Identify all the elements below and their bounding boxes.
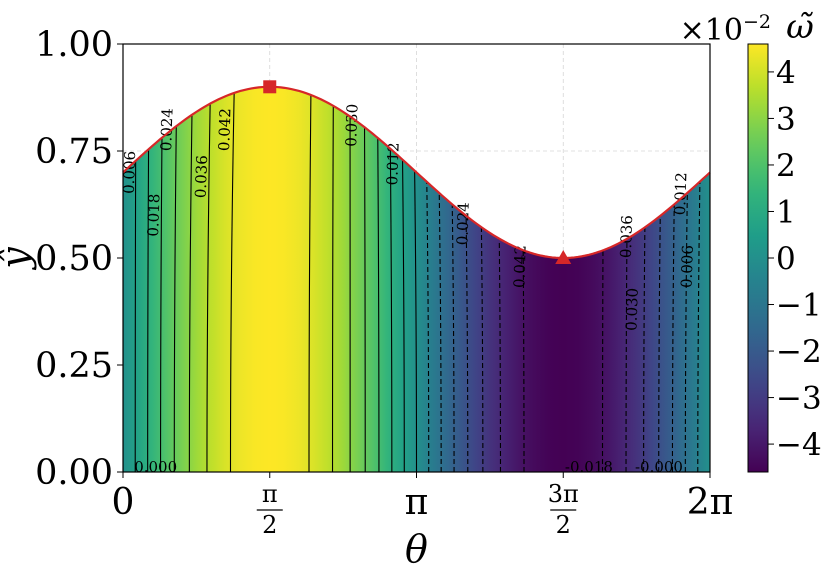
x-tick-label-num: π — [262, 480, 278, 508]
contour-line — [206, 86, 212, 473]
contour-label: 0.006 — [677, 245, 696, 289]
y-tick-label: 0.50 — [35, 239, 113, 279]
colorbar-tick-label: −3 — [776, 381, 822, 417]
min-marker-triangle — [555, 250, 572, 264]
x-tick-label-den: 2 — [262, 511, 277, 539]
colorbar-tick-label: −1 — [776, 288, 822, 324]
colorbar-multiplier-exponent: −2 — [743, 11, 771, 33]
colorbar-tick-label: 1 — [776, 194, 796, 230]
x-tick-label-num: 3π — [548, 480, 579, 508]
colorbar-tick-label: −2 — [776, 334, 822, 370]
contour-label: 0.036 — [192, 155, 211, 199]
contour-label: 0.018 — [144, 193, 163, 237]
contour-line — [229, 86, 236, 473]
y-axis-label: ŷ — [0, 247, 37, 271]
max-marker-square — [263, 80, 277, 94]
markers — [263, 80, 572, 264]
contour-line — [331, 86, 335, 472]
y-tick-label: 0.75 — [35, 132, 113, 172]
contour-label: 0.042 — [510, 245, 529, 289]
contour-label: 0.024 — [157, 108, 176, 152]
colorbar-tick-label: −4 — [776, 427, 822, 463]
contour-label: 0.012 — [671, 172, 690, 216]
contour-label: 0.030 — [342, 104, 361, 148]
contour-line — [308, 86, 312, 472]
contour-label: -0.000 — [635, 458, 683, 476]
contour-label: 0.036 — [617, 215, 636, 259]
colorbar-ticks: 4 3 2 1 0 −1 −2 −3 −4 — [768, 55, 822, 463]
y-tick-label: 0.00 — [35, 453, 113, 493]
field-fill — [123, 86, 710, 473]
y-tick-label: 0.25 — [35, 346, 113, 386]
colorbar-gradient-bar — [747, 43, 769, 473]
y-axis-ticks: 0.00 0.25 0.50 0.75 1.00 — [35, 25, 123, 493]
x-tick-label: 2π — [687, 482, 734, 523]
contour-label: 0.012 — [383, 142, 402, 186]
colorbar-tick-label: 3 — [776, 101, 796, 137]
boundary-curve — [122, 85, 711, 260]
y-tick-label: 1.00 — [35, 25, 113, 65]
x-tick-label-den: 2 — [556, 511, 571, 539]
colorbar-multiplier: ×10−2 — [680, 11, 771, 48]
contour-label: 0.030 — [622, 288, 641, 332]
x-axis-label: θ — [405, 527, 428, 571]
colorbar-multiplier-base: ×10 — [680, 13, 743, 48]
contour-label: 0.024 — [453, 202, 472, 246]
colorbar-tick-label: 2 — [776, 148, 796, 184]
colorbar-label: ω̃ — [786, 7, 814, 47]
colorbar-tick-label: 4 — [776, 55, 796, 91]
x-tick-label: 0 — [112, 482, 135, 523]
contour-label: -0.018 — [565, 458, 613, 476]
x-tick-label: π — [405, 482, 429, 523]
contour-label: 0.000 — [134, 458, 177, 476]
colorbar-tick-label: 0 — [776, 241, 796, 277]
contour-label: 0.042 — [215, 108, 234, 152]
